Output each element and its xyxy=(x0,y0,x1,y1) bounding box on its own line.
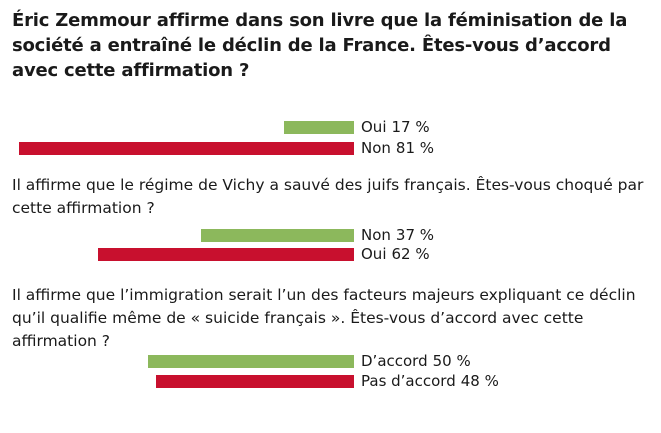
bar-label: Oui 62 % xyxy=(361,245,430,263)
question: Éric Zemmour affirme dans son livre que … xyxy=(12,10,628,81)
category-label: Oui xyxy=(361,245,387,263)
category-label: Pas d’accord xyxy=(361,372,456,390)
bar-label: Oui 17 % xyxy=(361,118,430,136)
question: Il affirme que l’immigration serait l’un… xyxy=(12,286,636,350)
bar-label: D’accord 50 % xyxy=(361,352,471,370)
value-label: 17 % xyxy=(391,118,430,136)
bar-label: Non 81 % xyxy=(361,139,434,157)
category-label: Oui xyxy=(361,118,387,136)
bar-label: Non 37 % xyxy=(361,226,434,244)
value-label: 37 % xyxy=(395,226,435,244)
bar-label: Pas d’accord 48 % xyxy=(361,372,499,390)
category-label: Non xyxy=(361,226,391,244)
bar xyxy=(283,121,354,134)
value-label: 50 % xyxy=(432,352,471,370)
question: Il affirme que le régime de Vichy a sauv… xyxy=(12,176,644,217)
bar xyxy=(155,375,354,388)
category-label: D’accord xyxy=(361,352,428,370)
bar xyxy=(97,248,354,261)
value-label: 81 % xyxy=(395,139,435,157)
bar xyxy=(147,355,354,368)
category-label: Non xyxy=(361,139,391,157)
value-label: 62 % xyxy=(391,245,430,263)
value-label: 48 % xyxy=(460,372,499,390)
bar xyxy=(201,229,354,242)
bar xyxy=(19,142,354,155)
